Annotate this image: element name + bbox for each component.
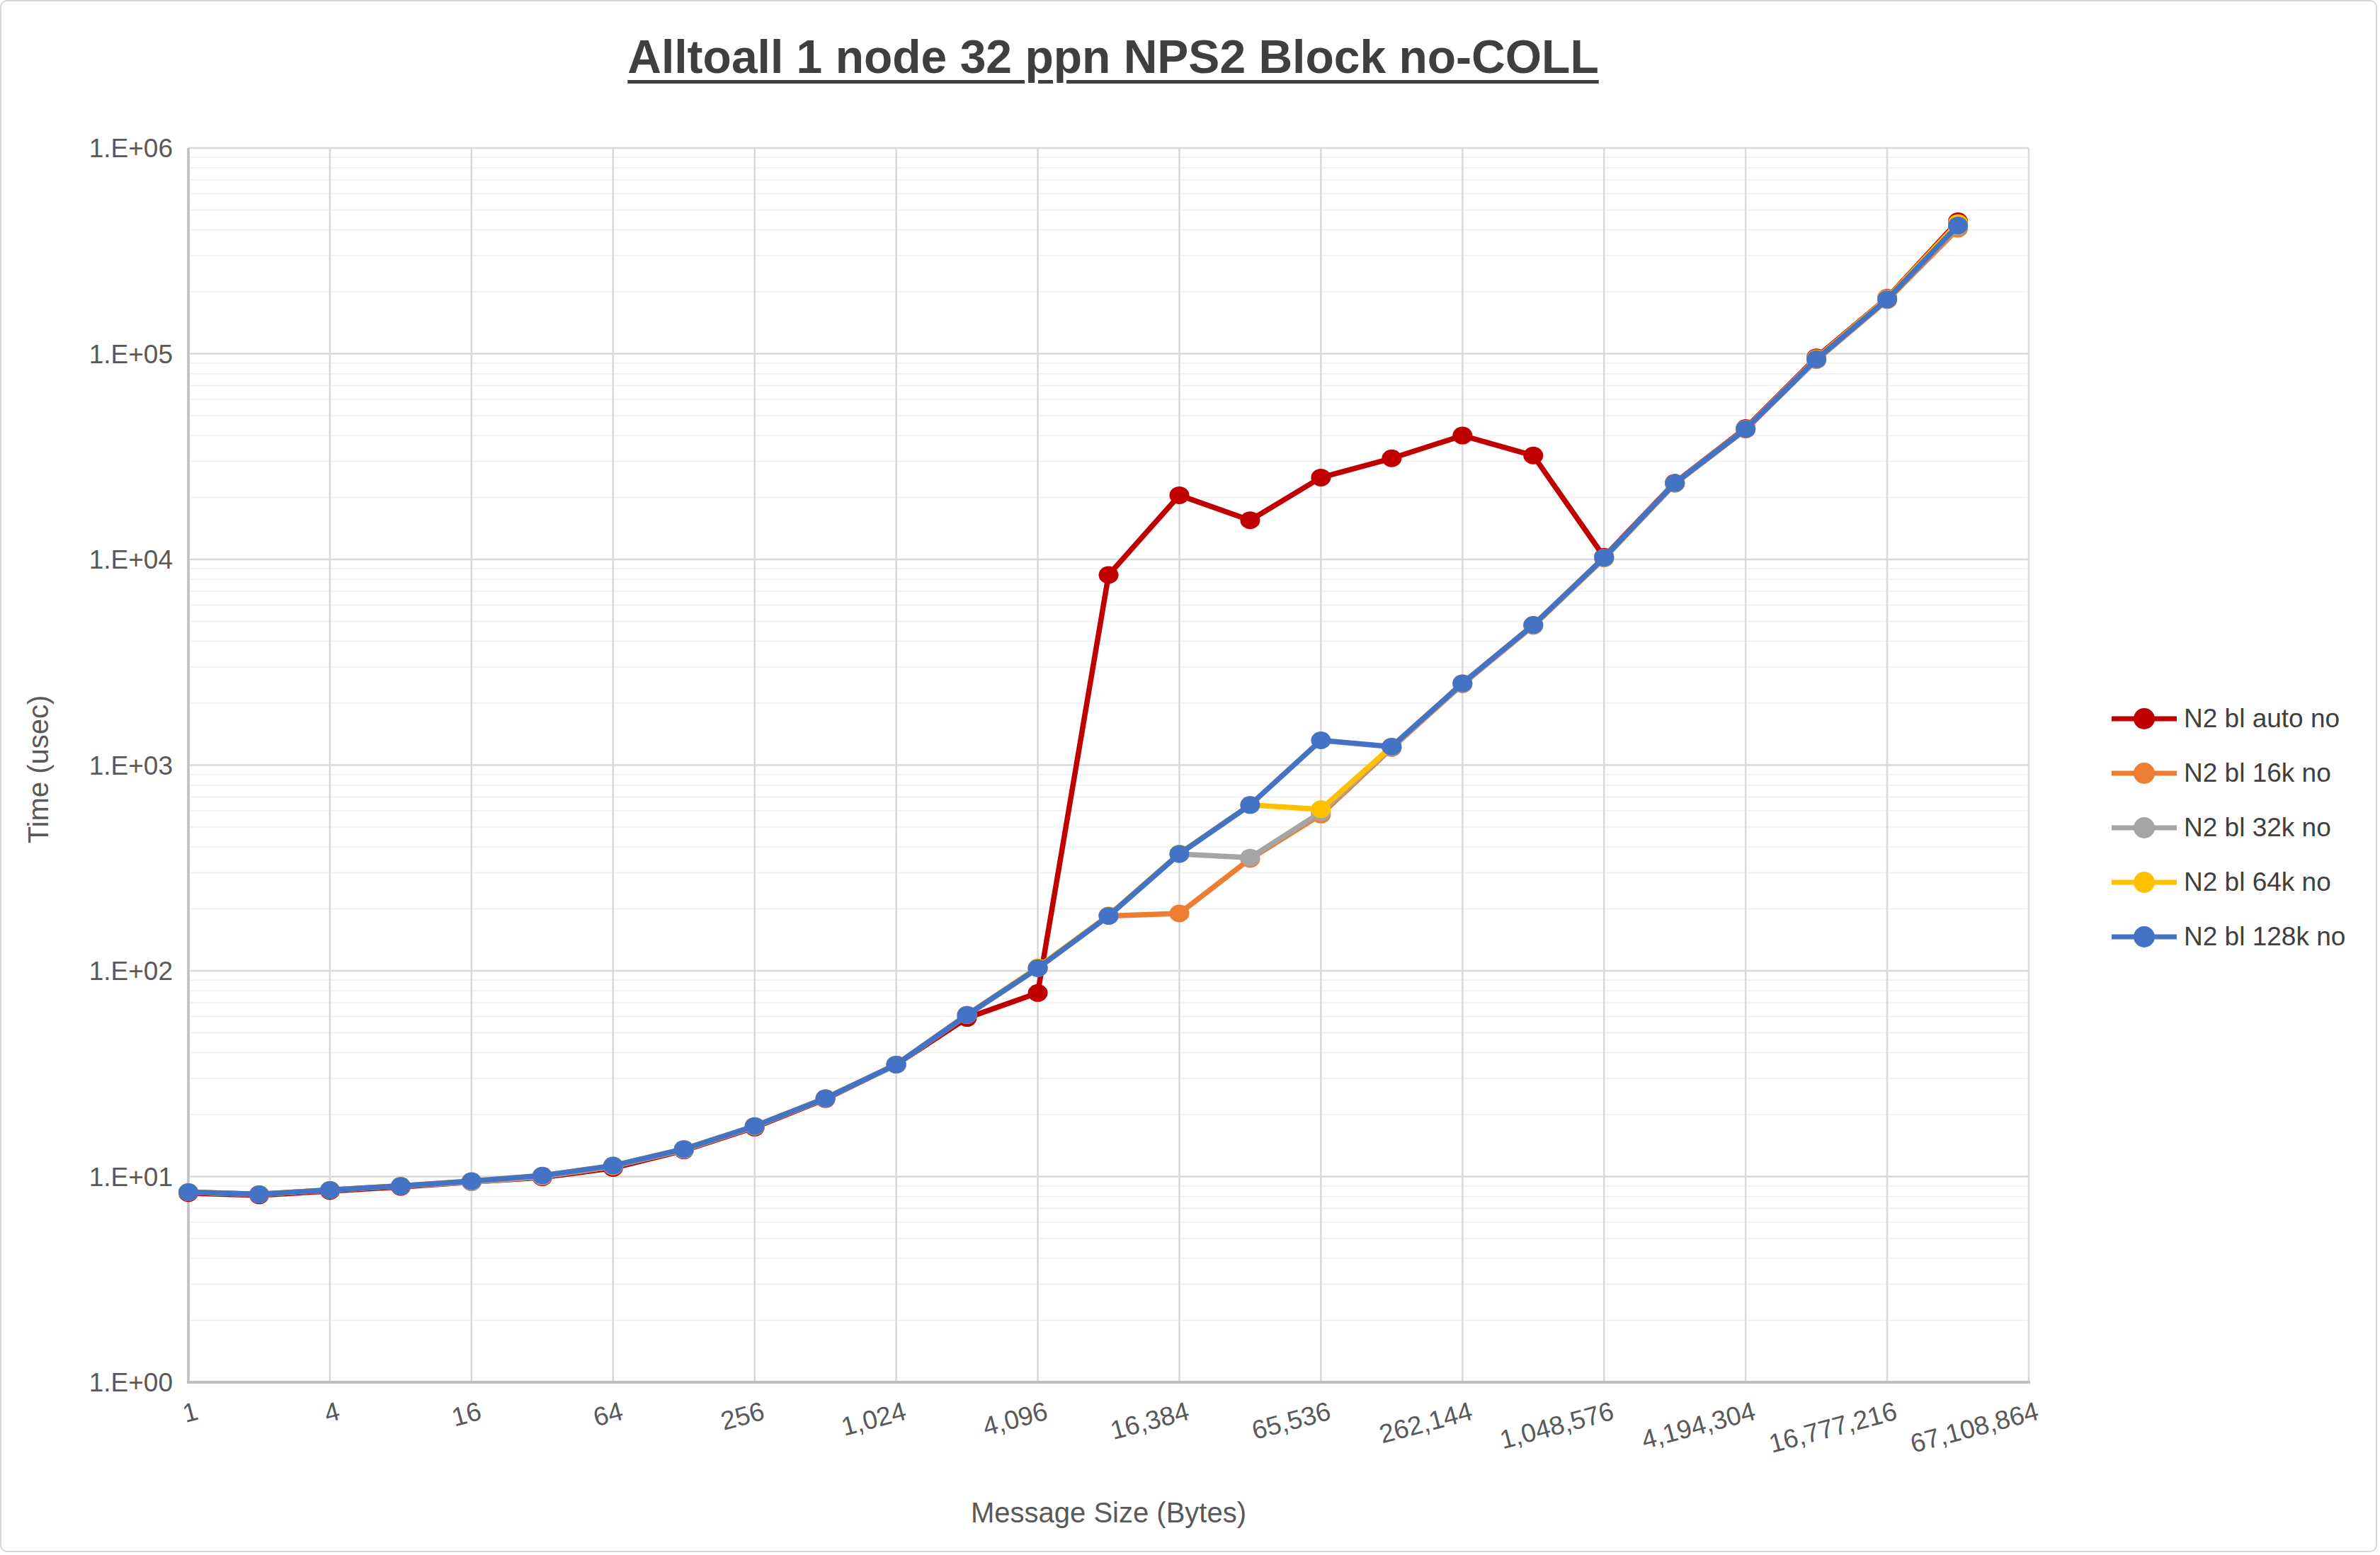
- data-point-n2-bl-128k-no: [603, 1157, 623, 1175]
- y-axis-title: Time (usec): [23, 203, 55, 1336]
- y-tick-label: 1.E+00: [89, 1368, 173, 1397]
- chart-title: Alltoall 1 node 32 ppn NPS2 Block no-COL…: [1, 30, 2225, 84]
- x-tick-label: 16,384: [1108, 1396, 1192, 1445]
- data-point-n2-bl-128k-no: [249, 1185, 269, 1203]
- data-point-n2-bl-auto-no: [1169, 486, 1189, 504]
- legend: N2 bl auto no N2 bl 16k no N2 bl 32k no N2 …: [2110, 706, 2345, 950]
- data-point-n2-bl-auto-no: [1028, 984, 1048, 1002]
- y-tick-label: 1.E+02: [89, 957, 173, 986]
- data-point-n2-bl-128k-no: [745, 1117, 765, 1135]
- legend-label: N2 bl auto no: [2184, 704, 2340, 734]
- data-point-n2-bl-128k-no: [1452, 674, 1472, 692]
- y-tick-label: 1.E+04: [89, 545, 173, 574]
- data-point-n2-bl-128k-no: [957, 1006, 977, 1024]
- data-point-n2-bl-128k-no: [1877, 290, 1897, 308]
- legend-line-marker-icon: [2110, 706, 2178, 731]
- data-point-n2-bl-auto-no: [1099, 566, 1119, 583]
- data-point-n2-bl-128k-no: [1948, 217, 1968, 234]
- legend-label: N2 bl 128k no: [2184, 922, 2345, 952]
- y-tick-label: 1.E+03: [89, 751, 173, 780]
- x-axis-title: Message Size (Bytes): [188, 1497, 2029, 1529]
- x-tick-label: 4: [321, 1396, 343, 1428]
- data-point-n2-bl-128k-no: [533, 1167, 552, 1185]
- data-point-n2-bl-128k-no: [1028, 959, 1048, 977]
- data-point-n2-bl-128k-no: [1594, 549, 1614, 566]
- series-line-n2-bl-64k-no: [188, 223, 1958, 1195]
- plot-area: 1.E+00 1.E+01 1.E+02 1.E+03 1.E+04 1.E+05 1.E+…: [1, 1, 2379, 1554]
- data-point-n2-bl-128k-no: [1169, 845, 1189, 862]
- data-point-n2-bl-auto-no: [1311, 469, 1331, 486]
- data-point-n2-bl-128k-no: [1523, 616, 1543, 634]
- legend-line-marker-icon: [2110, 761, 2178, 786]
- x-tick-label: 262,144: [1377, 1396, 1476, 1449]
- data-point-n2-bl-128k-no: [320, 1181, 340, 1199]
- x-tick-label: 4,194,304: [1639, 1396, 1759, 1454]
- x-tick-label: 256: [718, 1396, 768, 1436]
- data-point-n2-bl-auto-no: [1523, 447, 1543, 465]
- data-point-n2-bl-128k-no: [178, 1183, 198, 1201]
- legend-item-n2-bl-128k-no[interactable]: N2 bl 128k no: [2110, 924, 2345, 950]
- series-line-n2-bl-32k-no: [188, 227, 1958, 1195]
- data-point-n2-bl-128k-no: [1806, 351, 1826, 368]
- x-tick-label: 1: [180, 1396, 201, 1428]
- data-point-n2-bl-auto-no: [1240, 511, 1260, 529]
- data-point-n2-bl-128k-no: [462, 1172, 482, 1190]
- x-tick-label: 16,777,216: [1766, 1396, 1900, 1459]
- y-tick-label: 1.E+01: [89, 1163, 173, 1192]
- data-point-n2-bl-32k-no: [1240, 849, 1260, 867]
- chart-area[interactable]: 1.E+00 1.E+01 1.E+02 1.E+03 1.E+04 1.E+05 1.E+…: [0, 0, 2377, 1552]
- x-tick-label: 1,024: [838, 1396, 909, 1442]
- legend-item-n2-bl-32k-no[interactable]: N2 bl 32k no: [2110, 815, 2345, 841]
- data-point-n2-bl-auto-no: [1382, 450, 1401, 467]
- data-point-n2-bl-128k-no: [1382, 738, 1401, 756]
- legend-item-n2-bl-16k-no[interactable]: N2 bl 16k no: [2110, 761, 2345, 786]
- legend-item-n2-bl-64k-no[interactable]: N2 bl 64k no: [2110, 870, 2345, 895]
- y-tick-label: 1.E+05: [89, 340, 173, 369]
- legend-item-n2-bl-auto-no[interactable]: N2 bl auto no: [2110, 706, 2345, 731]
- data-point-n2-bl-128k-no: [1099, 907, 1119, 925]
- legend-label: N2 bl 32k no: [2184, 813, 2331, 843]
- data-point-n2-bl-128k-no: [1311, 731, 1331, 749]
- data-point-n2-bl-auto-no: [1452, 427, 1472, 445]
- data-point-n2-bl-128k-no: [887, 1056, 906, 1073]
- data-point-n2-bl-128k-no: [674, 1140, 694, 1158]
- x-tick-label: 64: [590, 1396, 625, 1432]
- legend-line-marker-icon: [2110, 924, 2178, 950]
- legend-line-marker-icon: [2110, 815, 2178, 841]
- data-point-n2-bl-128k-no: [816, 1090, 836, 1107]
- data-point-n2-bl-128k-no: [1665, 474, 1685, 492]
- data-point-n2-bl-128k-no: [391, 1177, 411, 1195]
- x-tick-label: 16: [449, 1396, 484, 1432]
- x-tick-label: 4,096: [980, 1396, 1051, 1442]
- x-tick-label: 1,048,576: [1497, 1396, 1617, 1454]
- legend-line-marker-icon: [2110, 870, 2178, 895]
- legend-label: N2 bl 16k no: [2184, 758, 2331, 788]
- data-point-n2-bl-16k-no: [1169, 905, 1189, 923]
- data-point-n2-bl-128k-no: [1736, 420, 1755, 438]
- data-point-n2-bl-64k-no: [1311, 800, 1331, 818]
- series-line-n2-bl-128k-no: [188, 225, 1958, 1194]
- data-point-n2-bl-128k-no: [1240, 796, 1260, 814]
- legend-label: N2 bl 64k no: [2184, 867, 2331, 897]
- x-tick-label: 65,536: [1249, 1396, 1334, 1445]
- x-tick-label: 67,108,864: [1908, 1396, 2042, 1459]
- series-line-n2-bl-auto-no: [188, 222, 1958, 1196]
- y-tick-label: 1.E+06: [89, 134, 173, 163]
